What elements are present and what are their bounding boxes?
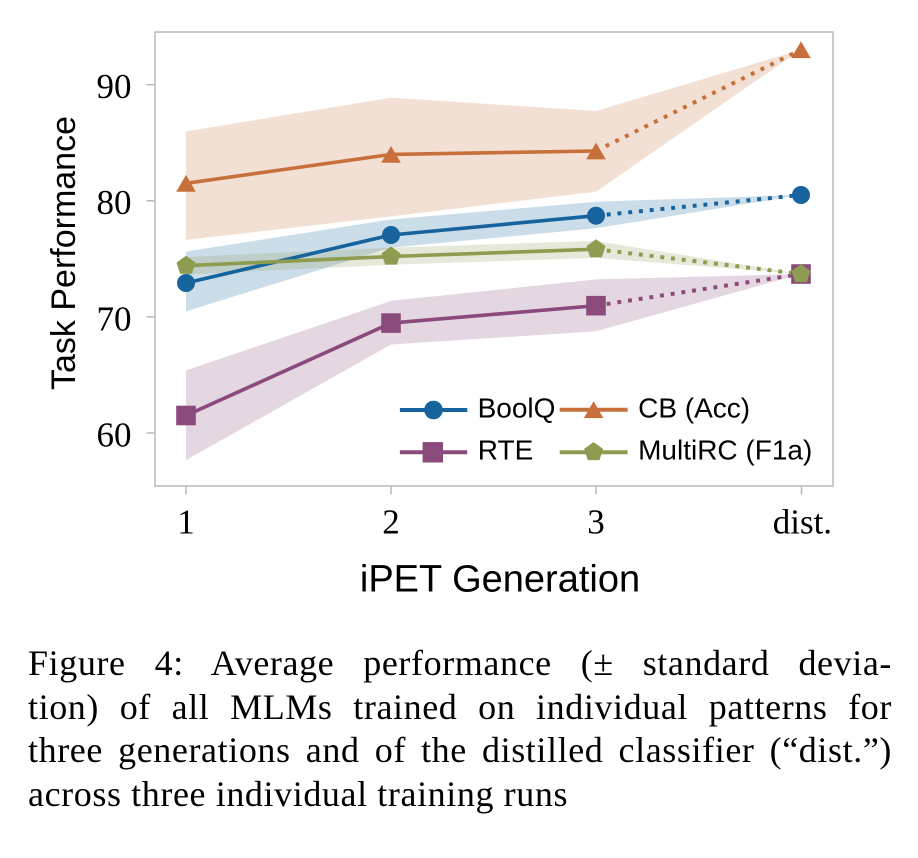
svg-text:2: 2	[382, 503, 400, 542]
svg-text:BoolQ: BoolQ	[478, 393, 556, 424]
svg-text:90: 90	[97, 67, 132, 106]
svg-text:60: 60	[97, 415, 132, 454]
svg-text:iPET Generation: iPET Generation	[360, 559, 640, 601]
svg-text:Task Performance: Task Performance	[45, 116, 83, 390]
svg-text:RTE: RTE	[478, 435, 534, 466]
svg-text:dist.: dist.	[773, 503, 832, 542]
svg-text:80: 80	[97, 183, 132, 222]
svg-text:1: 1	[177, 503, 195, 542]
svg-text:MultiRC (F1a): MultiRC (F1a)	[638, 435, 812, 466]
svg-text:70: 70	[97, 299, 132, 338]
svg-text:3: 3	[587, 503, 605, 542]
svg-text:CB (Acc): CB (Acc)	[638, 393, 750, 424]
